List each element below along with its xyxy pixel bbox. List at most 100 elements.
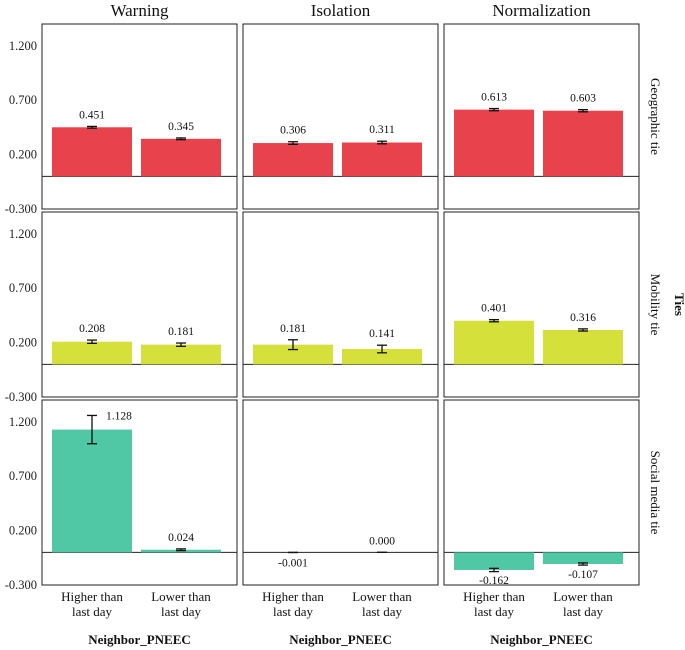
panel-warning-geographic-tie: 0.451 0.345 <box>41 23 238 210</box>
y-tick-label: 0.700 <box>9 93 37 107</box>
bar <box>52 127 132 177</box>
data-label: -0.001 <box>278 557 308 569</box>
data-label: -0.162 <box>479 575 509 587</box>
bar <box>342 349 422 365</box>
x-category-label: Higher than <box>262 589 324 604</box>
bar <box>52 341 132 365</box>
column-title-isolation: Isolation <box>311 1 371 20</box>
bar <box>543 552 623 564</box>
data-label: -0.107 <box>568 569 598 581</box>
bar <box>253 344 333 365</box>
panel-frame <box>41 211 238 398</box>
error-bar <box>578 562 588 566</box>
data-label: 0.603 <box>570 93 596 105</box>
x-category-label: Higher than <box>463 589 525 604</box>
x-axis-title: Neighbor_PNEEC <box>289 632 392 647</box>
bar <box>52 429 132 553</box>
y-tick-label: 1.200 <box>9 227 37 241</box>
error-bar <box>288 141 298 146</box>
y-tick-label: 0.200 <box>9 524 37 538</box>
row-label-mobility-tie: Mobility tie <box>648 274 663 336</box>
y-tick-label: -0.300 <box>5 202 37 216</box>
panel-warning-mobility-tie: 0.208 0.181 <box>41 211 238 398</box>
x-category-label: last day <box>563 604 604 619</box>
x-category-label: last day <box>362 604 403 619</box>
x-category-label: Higher than <box>61 589 123 604</box>
data-label: 0.401 <box>481 303 507 315</box>
panel-isolation-mobility-tie: 0.181 0.141 <box>242 211 439 398</box>
data-label: 0.000 <box>369 535 395 547</box>
bar <box>141 344 221 365</box>
panel-warning-social-media-tie: 1.128 0.024 <box>41 399 238 586</box>
y-tick-label: 1.200 <box>9 415 37 429</box>
x-axis-title: Neighbor_PNEEC <box>490 632 593 647</box>
bar <box>141 138 221 177</box>
panel-frame <box>443 211 640 398</box>
y-tick-label: -0.300 <box>5 390 37 404</box>
bar <box>342 142 422 177</box>
bar <box>253 143 333 177</box>
error-bar <box>176 548 186 552</box>
row-label-geographic-tie: Geographic tie <box>648 78 663 155</box>
panel-isolation-social-media-tie: -0.001 0.000 <box>242 399 439 586</box>
panel-isolation-geographic-tie: 0.306 0.311 <box>242 23 439 210</box>
data-label: 0.306 <box>280 125 306 137</box>
error-bar <box>87 125 97 129</box>
panel-frame <box>443 23 640 210</box>
y-axis-title: Ties <box>672 293 685 316</box>
error-bar <box>87 339 97 345</box>
panel-normalization-geographic-tie: 0.613 0.603 <box>443 23 640 210</box>
data-label: 0.613 <box>481 92 507 104</box>
row-label-social-media-tie: Social media tie <box>648 451 663 535</box>
x-category-label: Lower than <box>151 589 211 604</box>
x-category-label: Lower than <box>553 589 613 604</box>
bar <box>543 110 623 177</box>
y-tick-label: 0.200 <box>9 148 37 162</box>
x-category-label: last day <box>474 604 515 619</box>
y-tick-label: 0.700 <box>9 281 37 295</box>
data-label: 0.316 <box>570 312 596 324</box>
panel-normalization-social-media-tie: -0.162 -0.107 <box>443 399 640 587</box>
error-bar <box>578 328 588 332</box>
data-label: 0.345 <box>168 121 194 133</box>
x-category-label: Lower than <box>352 589 412 604</box>
data-label: 1.128 <box>106 410 132 422</box>
y-tick-label: 0.200 <box>9 336 37 350</box>
data-label: 0.141 <box>369 328 395 340</box>
bar <box>454 552 534 570</box>
error-bar <box>489 567 499 573</box>
panel-normalization-mobility-tie: 0.401 0.316 <box>443 211 640 398</box>
panel-frame <box>41 23 238 210</box>
error-bar <box>176 342 186 347</box>
data-label: 0.181 <box>280 323 306 335</box>
error-bar <box>489 107 499 112</box>
bar <box>454 109 534 177</box>
x-axis-title: Neighbor_PNEEC <box>88 632 191 647</box>
panel-frame <box>242 211 439 398</box>
panel-frame <box>242 399 439 586</box>
x-category-label: last day <box>72 604 113 619</box>
panel-frame <box>41 399 238 586</box>
data-label: 0.311 <box>369 124 395 136</box>
error-bar <box>377 344 387 354</box>
bar <box>454 320 534 365</box>
x-category-label: last day <box>273 604 314 619</box>
y-tick-label: 1.200 <box>9 39 37 53</box>
error-bar <box>87 414 97 445</box>
panel-frame <box>242 23 439 210</box>
data-label: 0.181 <box>168 326 194 338</box>
column-title-warning: Warning <box>110 1 169 20</box>
y-tick-label: 0.700 <box>9 469 37 483</box>
x-category-label: last day <box>161 604 202 619</box>
panel-frame <box>443 399 640 586</box>
bar <box>543 329 623 365</box>
column-title-normalization: Normalization <box>492 1 591 20</box>
error-bar <box>377 140 387 145</box>
data-label: 0.451 <box>79 109 105 121</box>
y-tick-label: -0.300 <box>5 578 37 592</box>
data-label: 0.208 <box>79 323 105 335</box>
error-bar <box>288 339 298 351</box>
error-bar <box>578 108 588 113</box>
error-bar <box>489 318 499 323</box>
